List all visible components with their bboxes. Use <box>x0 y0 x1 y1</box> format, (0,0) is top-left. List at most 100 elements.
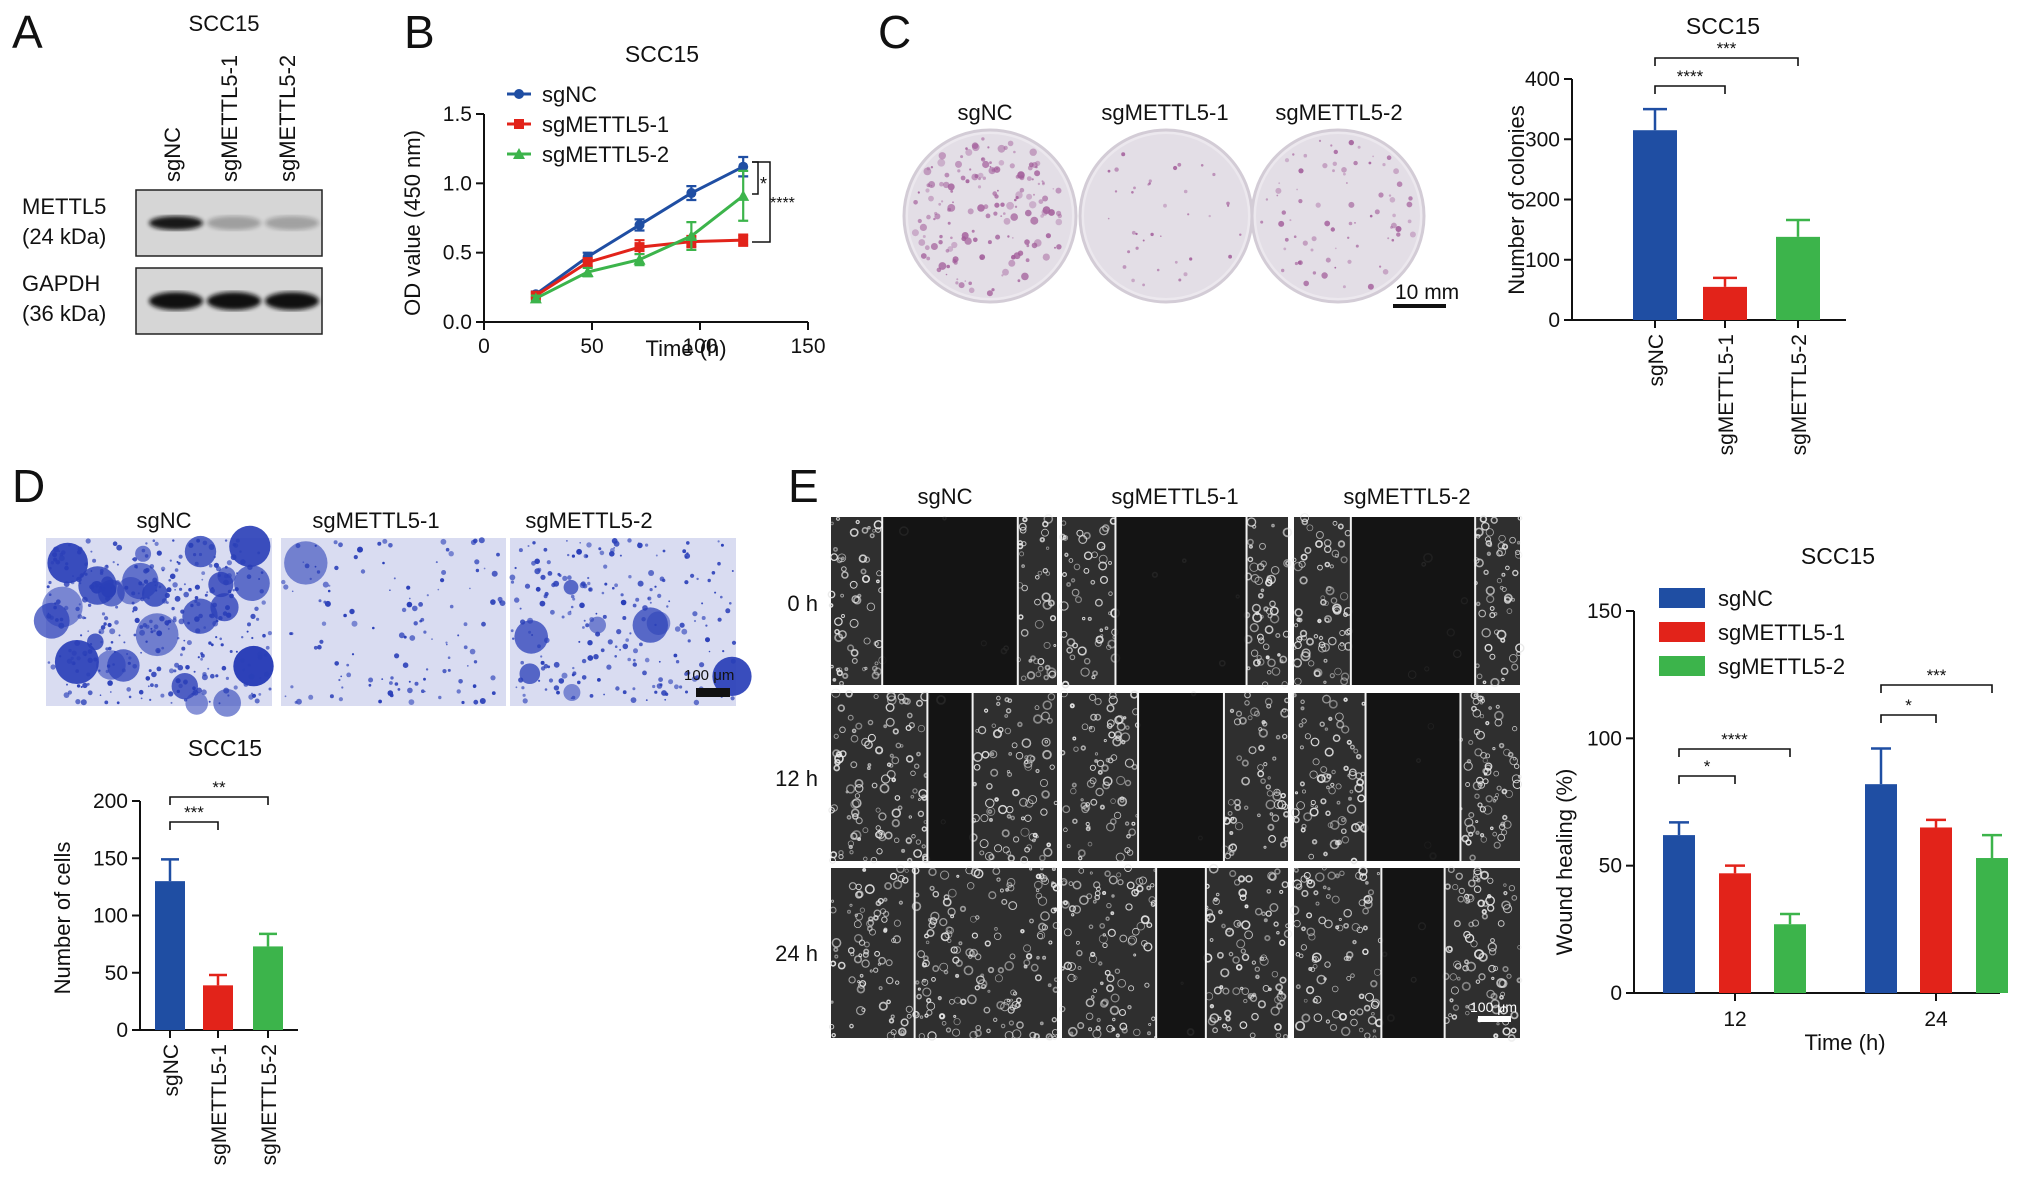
wound-cell <box>1294 623 1299 628</box>
transwell-cell <box>603 564 608 569</box>
wound-cell <box>897 1027 907 1037</box>
transwell-cell <box>587 640 593 646</box>
wound-cell <box>1316 774 1326 784</box>
transwell-cell <box>346 672 352 678</box>
wound-cell <box>906 1013 912 1019</box>
wound-cell <box>1006 878 1016 887</box>
wound-cell <box>1330 782 1335 787</box>
colony-spot <box>965 148 973 156</box>
transwell-cell <box>82 650 88 656</box>
colony-spot <box>1390 226 1393 229</box>
wound-cell <box>897 874 905 883</box>
wound-cell <box>862 827 869 834</box>
wound-row-label-12h: 12 h <box>775 766 818 791</box>
chart-e-bar <box>1719 873 1751 993</box>
colony-spot <box>1303 153 1308 158</box>
transwell-cell <box>80 699 87 706</box>
wound-cell <box>1293 816 1300 824</box>
wound-cell <box>1479 714 1485 719</box>
wound-cell <box>975 915 980 920</box>
colony-spot <box>926 256 931 261</box>
wound-cell <box>1114 715 1124 725</box>
wound-cell <box>1010 998 1013 1002</box>
wound-cell <box>1271 667 1281 676</box>
transwell-cell <box>639 642 643 647</box>
wound-cell <box>1367 889 1375 896</box>
wound-cell <box>906 857 913 864</box>
wound-cell <box>1256 654 1262 661</box>
wound-cell <box>1060 966 1065 971</box>
transwell-cell <box>257 551 261 555</box>
wound-cell <box>1503 883 1507 887</box>
wound-cell <box>885 959 893 967</box>
wound-cell <box>1294 791 1299 795</box>
colony-spot <box>989 161 992 165</box>
wound-cell <box>874 950 881 957</box>
wound-cell <box>1270 1006 1280 1016</box>
colony-spot <box>1025 209 1032 217</box>
wound-cell <box>1298 560 1306 568</box>
transwell-cell <box>317 644 322 650</box>
colony-spot <box>987 146 990 149</box>
wound-cell <box>1331 1009 1341 1019</box>
transwell-cell <box>538 679 541 682</box>
wound-cell <box>910 794 915 799</box>
transwell-cell <box>105 647 109 651</box>
wound-cell <box>883 897 888 902</box>
wound-cell <box>1299 781 1305 787</box>
colony-spot <box>1107 169 1111 173</box>
transwell-cell <box>627 538 632 543</box>
wound-cell <box>1077 646 1087 656</box>
transwell-cell <box>479 698 486 704</box>
wound-cell <box>1226 1026 1232 1032</box>
wound-cell <box>1040 911 1050 921</box>
transwell-cell <box>687 639 691 643</box>
wound-cell <box>1276 1002 1283 1010</box>
wound-cell <box>1357 794 1366 803</box>
wound-cell <box>1040 711 1050 721</box>
transwell-cell <box>290 685 294 689</box>
transwell-cell <box>216 566 221 572</box>
transwell-cell <box>570 605 574 609</box>
colony-spot <box>1294 261 1298 266</box>
wound-cell <box>1474 793 1480 799</box>
wound-cell <box>1493 1033 1499 1039</box>
colony-spot <box>937 158 946 167</box>
transwell-cell <box>236 572 238 574</box>
chart-c-y-tick-label: 200 <box>1525 189 1560 212</box>
transwell-cell <box>553 661 560 668</box>
transwell-cell <box>387 690 394 696</box>
wound-cell <box>1356 1008 1364 1016</box>
colony-spot <box>1135 246 1139 250</box>
wound-cell <box>827 590 836 599</box>
transwell-cell <box>138 581 143 586</box>
wound-cell <box>1227 799 1235 806</box>
wound-cell <box>1496 578 1502 584</box>
wound-cell <box>1485 753 1491 759</box>
wound-cell <box>1235 710 1243 717</box>
wound-cell <box>863 856 868 862</box>
wound-cell <box>1323 600 1329 606</box>
transwell-cell <box>540 574 546 580</box>
colony-spot <box>1002 268 1009 276</box>
wound-cell <box>1089 693 1097 701</box>
transwell-cell <box>240 559 246 565</box>
chart-c-sig-label: *** <box>1717 39 1737 58</box>
transwell-cell <box>183 583 186 586</box>
wound-cell <box>851 813 859 820</box>
wound-cell <box>1046 842 1052 848</box>
transwell-cell <box>520 619 526 625</box>
wound-cell <box>1332 734 1341 743</box>
transwell-cell <box>658 660 661 663</box>
wound-cell <box>1094 598 1103 607</box>
wound-cell <box>1277 800 1287 810</box>
wound-cell <box>1105 757 1111 763</box>
wound-cell <box>1277 653 1281 657</box>
wound-cell <box>1506 973 1512 979</box>
transwell-cell <box>213 689 242 717</box>
wound-cell <box>1247 556 1254 563</box>
wound-cell <box>1340 828 1347 835</box>
colony-spot <box>1347 259 1352 264</box>
wound-cell <box>1365 992 1374 1002</box>
